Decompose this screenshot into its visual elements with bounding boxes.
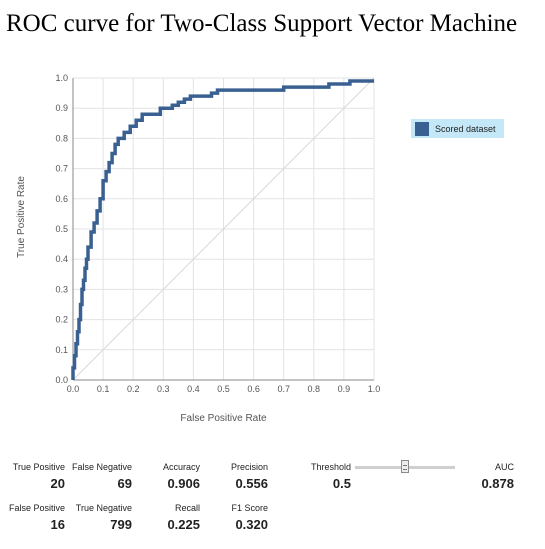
metric-accuracy: Accuracy 0.906 <box>163 462 200 491</box>
metric-value: 16 <box>9 517 65 532</box>
slider-handle[interactable] <box>401 460 409 473</box>
y-tick-label: 0.0 <box>55 375 68 385</box>
metric-label: True Positive <box>13 462 65 472</box>
metric-false-positive: False Positive 16 <box>9 503 65 532</box>
metric-true-negative: True Negative 799 <box>76 503 132 532</box>
x-tick-label: 0.7 <box>277 384 290 394</box>
metric-precision: Precision 0.556 <box>231 462 268 491</box>
x-tick-label: 0.4 <box>187 384 200 394</box>
y-tick-label: 0.9 <box>55 103 68 113</box>
metric-auc: AUC 0.878 <box>481 462 514 491</box>
metric-label: F1 Score <box>231 503 268 513</box>
y-tick-label: 0.7 <box>55 164 68 174</box>
x-tick-label: 0.6 <box>247 384 260 394</box>
y-axis-label: True Positive Rate <box>16 176 27 258</box>
x-tick-label: 1.0 <box>368 384 381 394</box>
metric-value: 0.320 <box>231 517 268 532</box>
metric-label: AUC <box>481 462 514 472</box>
metric-false-negative: False Negative 69 <box>72 462 132 491</box>
y-tick-label: 0.4 <box>55 254 68 264</box>
y-tick-label: 0.3 <box>55 284 68 294</box>
metric-value: 799 <box>76 517 132 532</box>
x-tick-label: 0.5 <box>217 384 230 394</box>
legend-label: Scored dataset <box>435 124 496 134</box>
y-tick-label: 0.6 <box>55 194 68 204</box>
y-tick-label: 0.8 <box>55 133 68 143</box>
metric-value: 0.906 <box>163 476 200 491</box>
metric-label: True Negative <box>76 503 132 513</box>
threshold-slider[interactable] <box>355 460 455 474</box>
metric-value: 20 <box>13 476 65 491</box>
roc-chart: 0.0 0.1 0.2 0.3 0.4 0.5 0.6 0.7 0.8 0.9 1.0 0.0 0.1 0… <box>0 0 545 430</box>
metric-value: 0.225 <box>167 517 200 532</box>
x-tick-label: 0.1 <box>97 384 110 394</box>
metric-label: Accuracy <box>163 462 200 472</box>
metric-label: False Negative <box>72 462 132 472</box>
metric-recall: Recall 0.225 <box>167 503 200 532</box>
x-tick-label: 0.0 <box>67 384 80 394</box>
x-tick-label: 0.3 <box>157 384 170 394</box>
metric-value: 69 <box>72 476 132 491</box>
metric-true-positive: True Positive 20 <box>13 462 65 491</box>
metric-label: Threshold <box>311 462 351 472</box>
metric-label: False Positive <box>9 503 65 513</box>
legend-swatch <box>415 122 429 136</box>
metric-f1-score: F1 Score 0.320 <box>231 503 268 532</box>
metric-value: 0.878 <box>481 476 514 491</box>
metric-value: 0.556 <box>231 476 268 491</box>
metric-label: Recall <box>167 503 200 513</box>
y-tick-label: 1.0 <box>55 73 68 83</box>
y-tick-label: 0.5 <box>55 224 68 234</box>
y-tick-label: 0.1 <box>55 345 68 355</box>
x-tick-label: 0.9 <box>338 384 351 394</box>
y-tick-label: 0.2 <box>55 315 68 325</box>
metric-value: 0.5 <box>311 476 351 491</box>
legend: Scored dataset <box>411 119 504 138</box>
x-tick-label: 0.8 <box>308 384 321 394</box>
metric-label: Precision <box>231 462 268 472</box>
x-tick-label: 0.2 <box>127 384 140 394</box>
x-axis-label: False Positive Rate <box>180 413 267 424</box>
metric-threshold: Threshold 0.5 <box>311 462 351 491</box>
